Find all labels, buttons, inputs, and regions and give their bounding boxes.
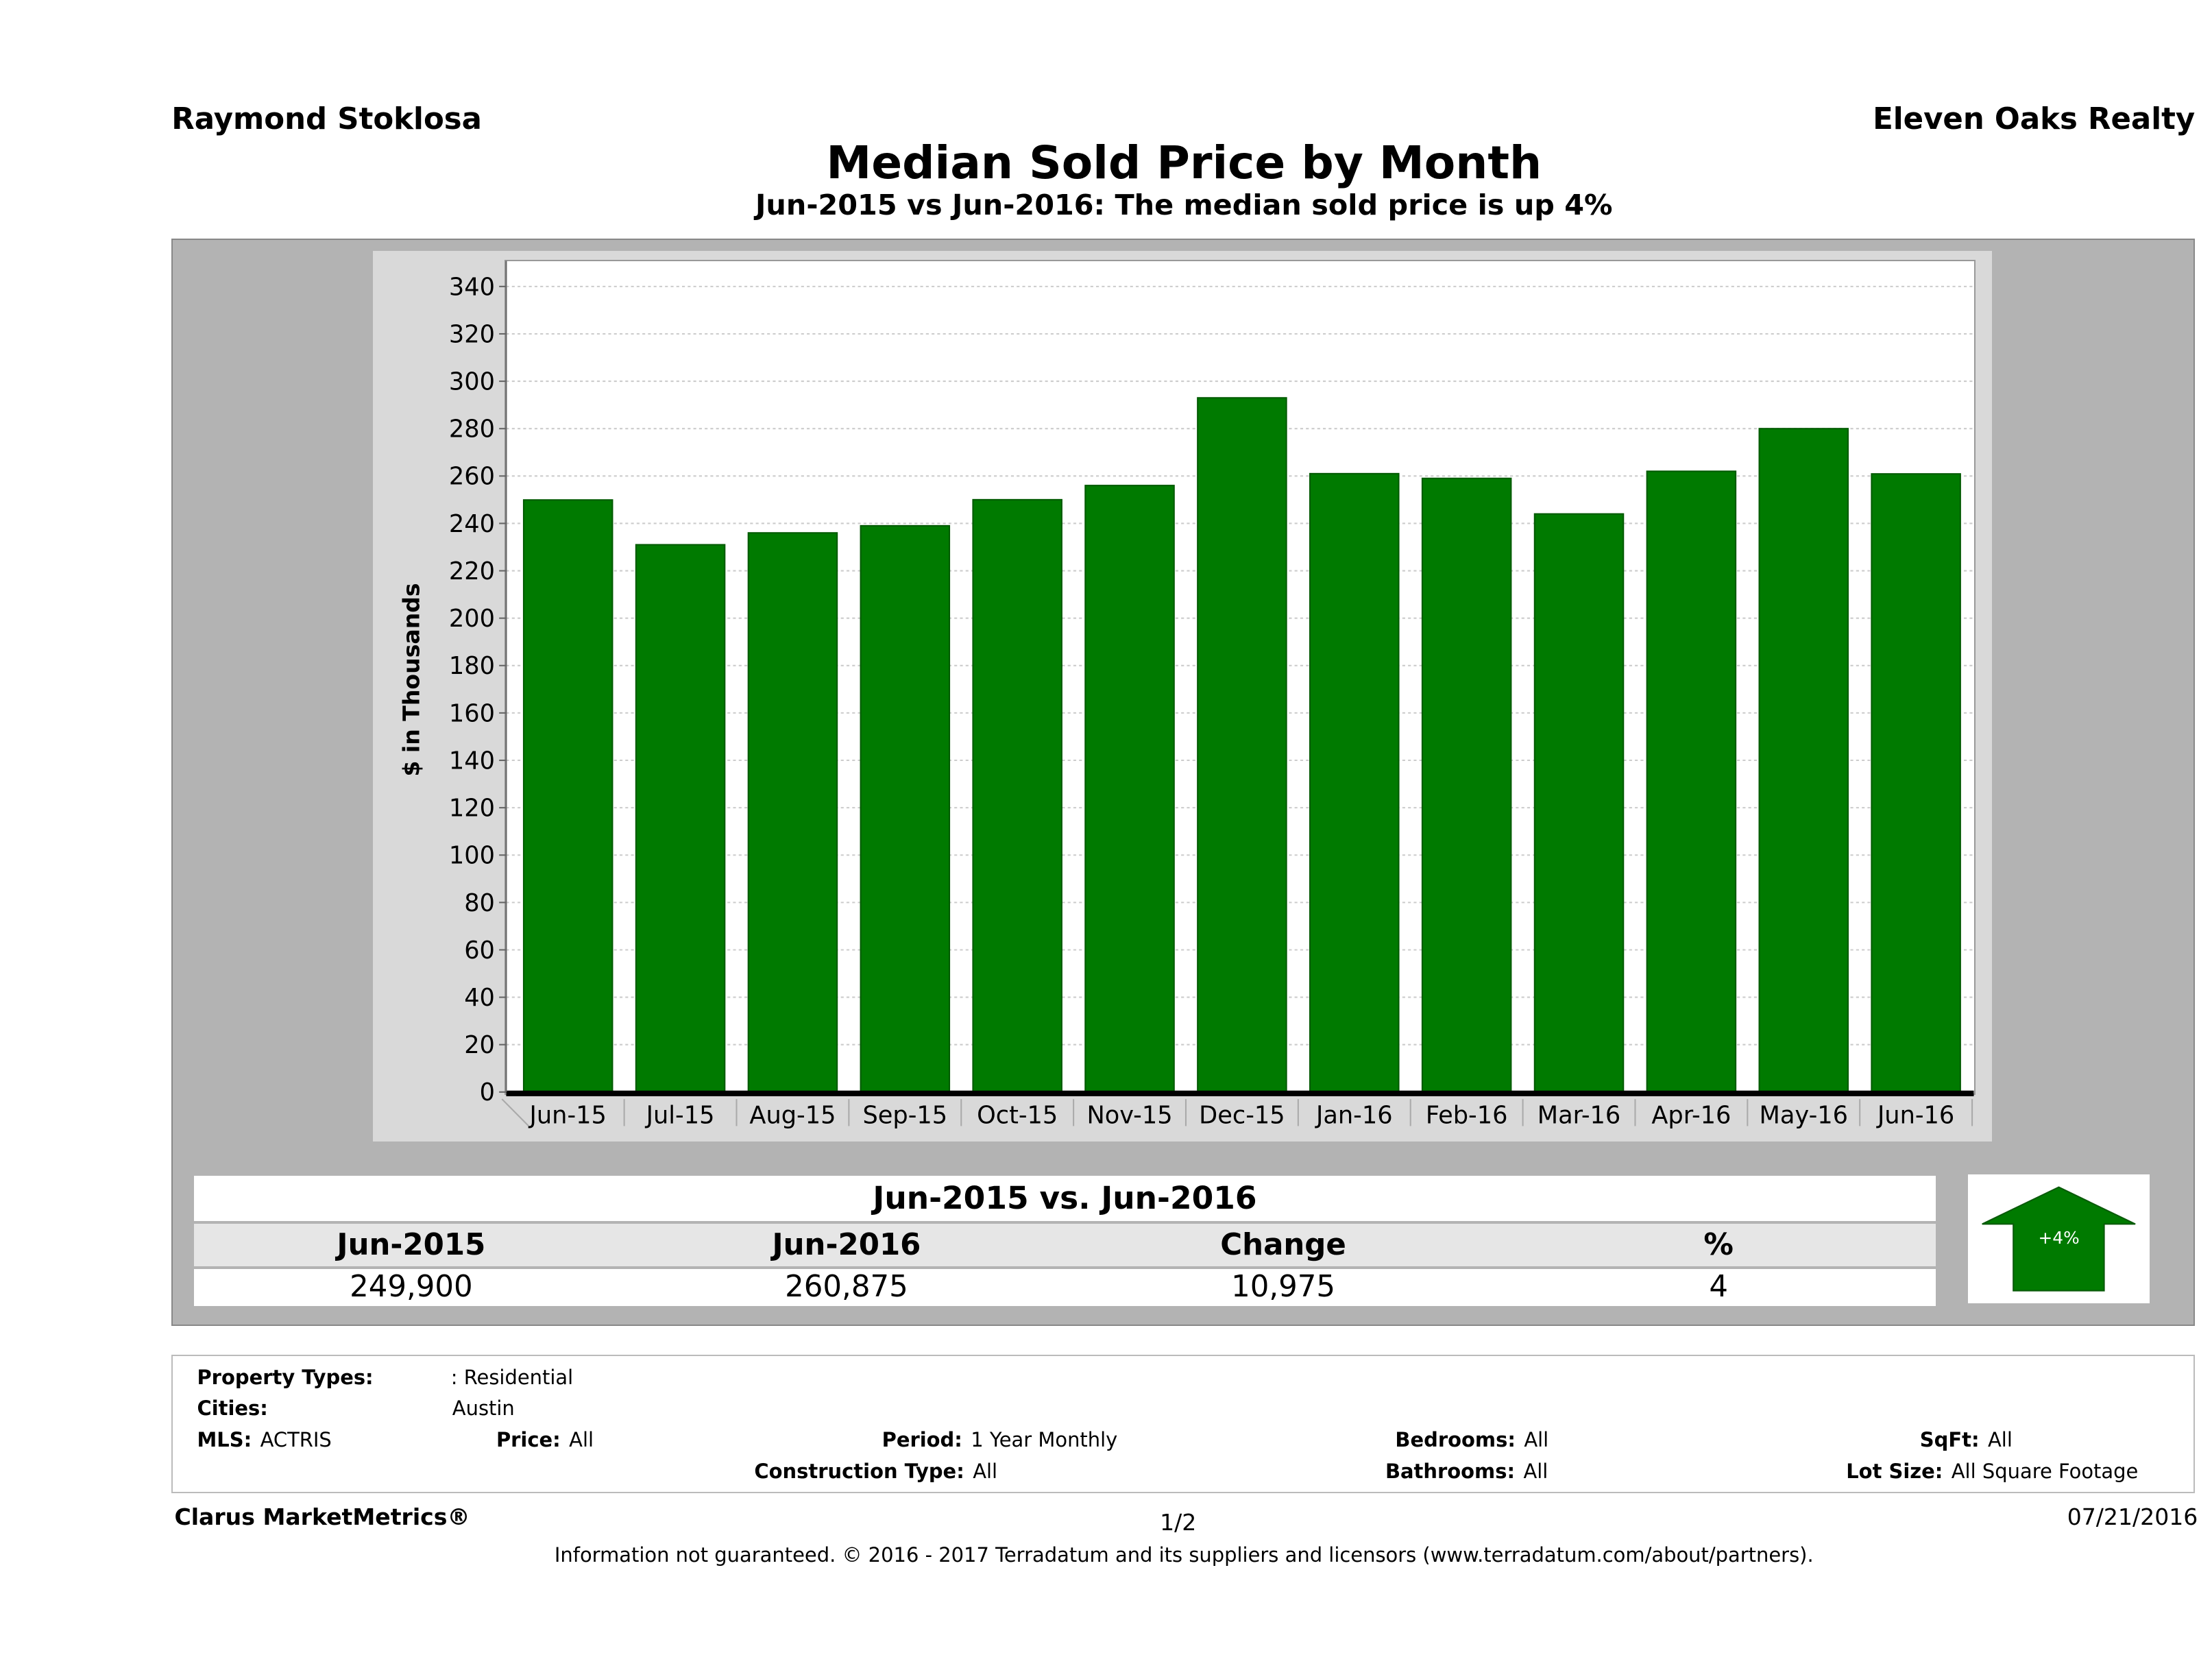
up-arrow-icon	[1982, 1186, 2136, 1292]
x-tick-label: Apr-16	[1651, 1101, 1731, 1129]
period-label: Period:	[882, 1427, 962, 1451]
header-change: Change	[1220, 1228, 1346, 1263]
y-tick-label: 60	[464, 937, 495, 965]
lot-size-criterion: Lot Size: All Square Footage	[1846, 1460, 2138, 1483]
y-tick-label: 280	[449, 415, 495, 444]
x-tick-label: Mar-16	[1538, 1101, 1621, 1129]
bar-feb-16	[1421, 477, 1512, 1093]
bar-sep-15	[860, 524, 951, 1093]
value-jun-2016: 260,875	[785, 1270, 908, 1305]
header-jun-2015: Jun-2015	[337, 1228, 486, 1263]
change-badge-text: +4%	[2038, 1228, 2080, 1248]
price-label: Price:	[496, 1427, 561, 1451]
x-tick-label: May-16	[1760, 1101, 1848, 1129]
y-tick-label: 160	[449, 699, 495, 727]
y-tick-label: 140	[449, 747, 495, 775]
y-tick-label: 120	[449, 795, 495, 823]
bar-nov-15	[1084, 485, 1175, 1093]
report-date: 07/21/2016	[2067, 1503, 2198, 1530]
bar-may-16	[1758, 428, 1849, 1093]
y-tick-label: 340	[449, 273, 495, 301]
x-tick-label: Oct-15	[977, 1101, 1058, 1129]
y-tick-label: 80	[464, 889, 495, 917]
bathrooms-value: All	[1523, 1459, 1548, 1483]
bar-aug-15	[747, 532, 838, 1093]
bathrooms-criterion: Bathrooms: All	[1385, 1460, 1548, 1483]
agent-name: Raymond Stoklosa	[171, 101, 482, 136]
broker-name: Eleven Oaks Realty	[1873, 101, 2196, 136]
bar-jun-16	[1871, 473, 1961, 1093]
comparison-value-row: 249,900 260,875 10,975 4	[194, 1269, 1936, 1307]
x-tick	[501, 1098, 529, 1127]
x-tick-label: Dec-15	[1199, 1101, 1285, 1129]
property-types-label: Property Types:	[197, 1365, 374, 1389]
sqft-value: All	[1987, 1427, 2013, 1451]
property-types-value: : Residential	[450, 1365, 574, 1389]
bedrooms-value: All	[1524, 1427, 1549, 1451]
construction-type-label: Construction Type:	[754, 1459, 964, 1483]
price-value: All	[569, 1427, 594, 1451]
x-tick-label: Jun-15	[528, 1101, 607, 1129]
bar-oct-15	[972, 498, 1062, 1093]
x-tick-label: Feb-16	[1426, 1101, 1508, 1129]
y-tick-label: 300	[449, 367, 495, 396]
period-criterion: Period: 1 Year Monthly	[882, 1428, 1118, 1451]
y-tick-label: 0	[480, 1078, 495, 1107]
search-criteria: Property Types: : Residential Cities: Au…	[171, 1354, 2196, 1494]
change-indicator: +4%	[1968, 1174, 2150, 1304]
bedrooms-criterion: Bedrooms: All	[1395, 1428, 1548, 1451]
disclaimer: Information not guaranteed. © 2016 - 201…	[554, 1543, 1814, 1567]
bar-mar-16	[1533, 513, 1625, 1093]
x-tick-label: Sep-15	[862, 1101, 947, 1129]
lot-size-label: Lot Size:	[1846, 1459, 1943, 1483]
y-tick-label: 100	[449, 842, 495, 870]
x-tick-label: Jun-16	[1876, 1101, 1954, 1129]
period-value: 1 Year Monthly	[971, 1427, 1118, 1451]
chart-title: Median Sold Price by Month	[826, 136, 1542, 189]
bar-jan-16	[1309, 472, 1400, 1093]
cities-value: Austin	[452, 1397, 515, 1421]
construction-type-criterion: Construction Type: All	[754, 1460, 997, 1483]
x-tick-label: Aug-15	[749, 1101, 836, 1129]
footer-brand: Clarus MarketMetrics®	[174, 1503, 470, 1530]
bar-apr-16	[1646, 470, 1737, 1093]
lot-size-value: All Square Footage	[1951, 1459, 2139, 1483]
y-tick-label: 20	[464, 1031, 495, 1059]
y-tick-label: 240	[449, 510, 495, 538]
mls-value: ACTRIS	[260, 1427, 332, 1451]
x-tick-label: Nov-15	[1086, 1101, 1172, 1129]
x-tick-label: Jan-16	[1315, 1101, 1393, 1129]
page-number: 1/2	[1160, 1508, 1197, 1536]
bathrooms-label: Bathrooms:	[1385, 1459, 1516, 1483]
mls-label: MLS:	[197, 1427, 252, 1451]
chart-subtitle: Jun-2015 vs Jun-2016: The median sold pr…	[755, 189, 1613, 222]
y-tick-label: 320	[449, 320, 495, 348]
mls-criterion: MLS: ACTRIS	[197, 1428, 331, 1451]
header-jun-2016: Jun-2016	[772, 1228, 921, 1263]
y-tick-label: 200	[449, 605, 495, 633]
value-jun-2015: 249,900	[350, 1270, 473, 1305]
bedrooms-label: Bedrooms:	[1395, 1427, 1516, 1451]
y-tick-label: 220	[449, 557, 495, 585]
value-percent: 4	[1709, 1270, 1728, 1305]
bar-dec-15	[1197, 397, 1287, 1093]
y-tick-label: 260	[449, 463, 495, 491]
sqft-criterion: SqFt: All	[1920, 1428, 2013, 1451]
x-tick-label: Jul-15	[645, 1101, 715, 1129]
sqft-label: SqFt:	[1919, 1427, 1980, 1451]
value-change: 10,975	[1231, 1270, 1336, 1305]
header-percent: %	[1703, 1228, 1734, 1263]
construction-type-value: All	[973, 1459, 998, 1483]
comparison-header-row: Jun-2015 Jun-2016 Change %	[194, 1224, 1936, 1267]
comparison-title: Jun-2015 vs. Jun-2016	[194, 1175, 1936, 1222]
cities-label: Cities:	[197, 1397, 268, 1421]
price-criterion: Price: All	[496, 1428, 594, 1451]
bar-jun-15	[522, 499, 613, 1093]
bar-jul-15	[635, 544, 726, 1093]
y-tick-label: 40	[464, 984, 495, 1012]
y-tick-label: 180	[449, 652, 495, 680]
